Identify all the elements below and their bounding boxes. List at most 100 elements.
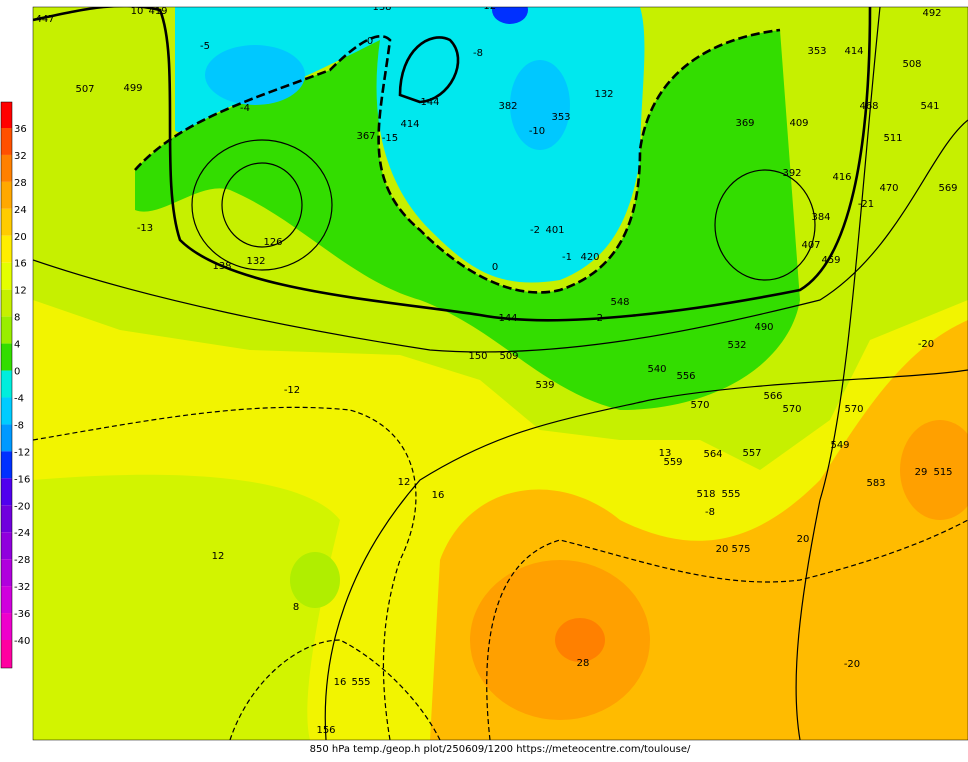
contour-label: 8	[293, 602, 299, 613]
contour-label: 414	[844, 46, 863, 57]
contour	[398, 36, 460, 104]
colorbar-label: -36	[14, 609, 30, 620]
contour-label: 566	[763, 391, 782, 402]
colorbar-swatch	[1, 640, 12, 668]
contour-label: 0	[367, 36, 373, 47]
colorbar-swatch	[1, 154, 12, 182]
contour-label: 138	[212, 261, 231, 272]
contour-label: 569	[938, 183, 957, 194]
contour-label: 548	[610, 297, 629, 308]
colorbar-swatch	[1, 181, 12, 209]
colorbar-label: 8	[14, 313, 20, 324]
colorbar-label: 32	[14, 151, 27, 162]
contour	[221, 162, 303, 248]
contour-label: 564	[703, 449, 722, 460]
contour-label: 557	[742, 448, 761, 459]
contour-label: 570	[782, 404, 801, 415]
contour-label: 12	[212, 551, 225, 562]
contour-label: -8	[705, 507, 715, 518]
colorbar-swatch	[1, 343, 12, 371]
contour-label: -15	[382, 133, 398, 144]
colorbar-label: 0	[14, 367, 20, 378]
contour-label: 20	[716, 544, 729, 555]
contour-label: 132	[594, 89, 613, 100]
contour-label: 470	[879, 183, 898, 194]
contour-label: 144	[498, 313, 517, 324]
contour-label: 540	[647, 364, 666, 375]
colorbar: 36 32 28 24 20 16 12 8 4 0 -4 -8 -12 -16 -20 -24 -28 -32 -…	[0, 101, 30, 669]
contour-label: -5	[200, 41, 210, 52]
field-minus-4	[510, 60, 570, 150]
contour-label: 583	[866, 478, 885, 489]
contour-label: 367	[356, 131, 375, 142]
contour-label: 555	[721, 489, 740, 500]
contour-label: 392	[782, 168, 801, 179]
colorbar-label: 16	[14, 259, 27, 270]
colorbar-label: -16	[14, 474, 30, 485]
contour-label: 156	[316, 725, 335, 736]
contour-label: 532	[727, 340, 746, 351]
colorbar-swatch	[1, 289, 12, 317]
contour-label: 401	[545, 225, 564, 236]
field-8	[290, 552, 340, 608]
contour-label: -8	[473, 48, 483, 59]
contour-label: 575	[731, 544, 750, 555]
contour	[795, 7, 881, 740]
contour-label: 407	[801, 240, 820, 251]
field-28	[555, 618, 605, 662]
contour-label: 508	[902, 59, 921, 70]
colorbar-swatch	[1, 397, 12, 425]
contour-label: 459	[821, 255, 840, 266]
colorbar-label: 24	[14, 205, 27, 216]
contour-label: 507	[75, 84, 94, 95]
contour-label: -2	[593, 313, 603, 324]
contour-label: 416	[832, 172, 851, 183]
map-frame	[32, 6, 968, 741]
colorbar-swatch	[1, 208, 12, 236]
colorbar-label: -4	[14, 393, 24, 404]
contour	[324, 369, 968, 740]
colorbar-swatch	[1, 370, 12, 398]
contour-label: 570	[690, 400, 709, 411]
contour	[134, 28, 781, 294]
contour	[191, 139, 333, 271]
caption: 850 hPa temp./geop.h plot/250609/1200 ht…	[310, 744, 691, 755]
contour-label: -21	[858, 199, 874, 210]
contour-label: -1	[562, 252, 572, 263]
contour-label: 16	[432, 490, 445, 501]
contour-label: 509	[499, 351, 518, 362]
field-minus-12	[492, 7, 528, 24]
contour-label: -4	[240, 103, 250, 114]
colorbar-swatch	[1, 559, 12, 587]
contour-label: 518	[696, 489, 715, 500]
contour-label: 382	[498, 101, 517, 112]
colorbar-label: -12	[14, 447, 30, 458]
contour-label: 549	[830, 440, 849, 451]
contour-label: 0	[492, 262, 498, 273]
colorbar-swatch	[1, 478, 12, 506]
colorbar-swatch	[1, 235, 12, 263]
contour-label: 20	[797, 534, 810, 545]
contour-label: -12	[480, 1, 496, 12]
colorbar-swatch	[1, 316, 12, 344]
colorbar-label: 4	[14, 340, 20, 351]
colorbar-swatch	[1, 128, 12, 155]
contour-label: 369	[735, 118, 754, 129]
colorbar-label: -28	[14, 555, 30, 566]
contour-label: 555	[351, 677, 370, 688]
colorbar-label: 12	[14, 286, 27, 297]
contour-label: 16	[334, 677, 347, 688]
colorbar-swatch	[1, 505, 12, 533]
contour	[714, 169, 816, 281]
contour-label: 353	[551, 112, 570, 123]
contour-label: -10	[529, 126, 545, 137]
colorbar-label: -20	[14, 501, 30, 512]
colorbar-label: 20	[14, 232, 27, 243]
contour-label: 132	[246, 256, 265, 267]
contour-label: 144	[420, 97, 439, 108]
contour-label: -12	[284, 385, 300, 396]
colorbar-swatch	[1, 451, 12, 479]
